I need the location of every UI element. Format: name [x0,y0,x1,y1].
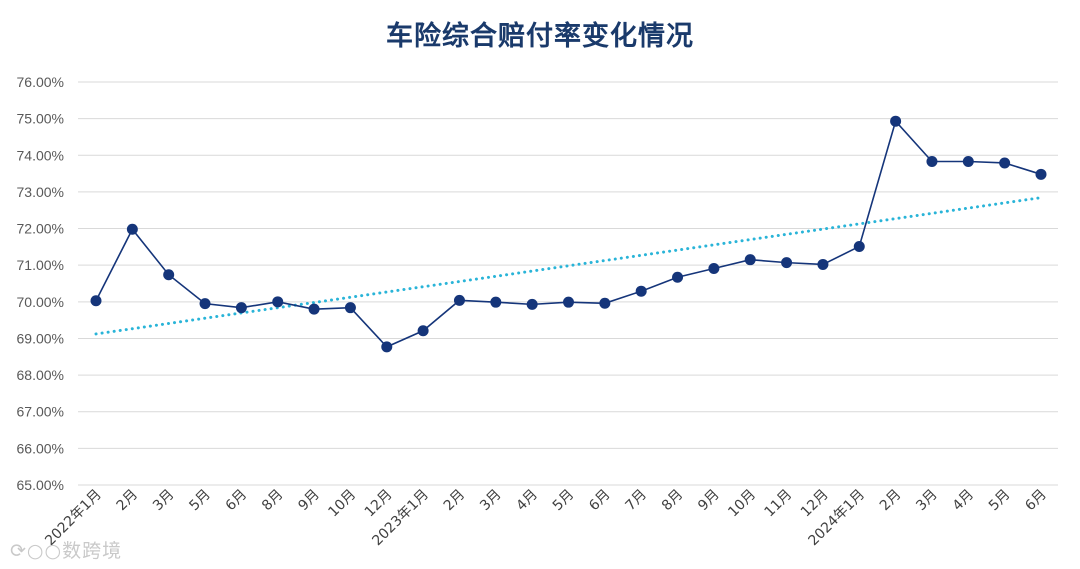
data-point [163,269,175,281]
data-point [381,341,393,353]
trendline-line [94,196,1043,336]
y-tick-label: 71.00% [17,257,64,273]
y-axis-ticks: 65.00% 66.00% 67.00% 68.00% 69.00% 70.00% 71.0… [17,74,64,493]
x-tick-label: 9月 [295,487,323,515]
data-point [962,156,974,168]
y-tick-label: 66.00% [17,440,64,456]
x-tick-label: 8月 [259,487,287,515]
data-point [563,296,574,308]
data-point [817,258,829,270]
x-tick-label: 6月 [223,487,251,515]
data-point [1035,168,1047,180]
data-point [599,297,611,309]
y-tick-label: 74.00% [17,147,64,163]
x-tick-label: 3月 [150,487,178,515]
data-point [672,271,684,283]
x-tick-label: 3月 [477,487,505,515]
x-tick-label: 2月 [441,487,469,515]
x-tick-label: 11月 [762,487,796,521]
data-point [781,257,793,269]
y-tick-label: 68.00% [17,367,64,383]
watermark-text: 数跨境 [62,540,123,562]
watermark-logo-icon: ⟳○○ [10,540,63,562]
x-tick-label: 4月 [513,487,541,515]
data-point [90,295,102,307]
data-points [90,115,1047,353]
data-point [235,302,247,314]
x-tick-label: 2月 [877,487,905,515]
x-tick-label: 4月 [950,487,978,515]
x-tick-label: 8月 [659,487,687,515]
x-tick-label: 10月 [325,487,359,521]
y-tick-label: 70.00% [17,294,64,310]
data-point [417,325,429,337]
data-point [453,294,465,306]
data-point [272,296,284,308]
x-tick-label: 9月 [695,487,723,515]
y-tick-label: 69.00% [17,330,64,346]
data-point [926,156,938,168]
data-point [999,157,1011,169]
x-tick-label: 5月 [550,487,578,515]
x-tick-label: 3月 [913,487,941,515]
data-point [344,302,356,314]
data-point [890,115,902,127]
y-tick-label: 75.00% [17,111,64,127]
trendline [94,196,1043,336]
x-tick-label: 2月 [114,487,142,515]
data-point [744,254,756,266]
y-tick-label: 65.00% [17,477,64,493]
data-point [853,240,865,252]
x-tick-label: 5月 [186,487,214,515]
y-tick-label: 67.00% [17,404,64,420]
x-tick-label: 6月 [586,487,614,515]
data-point [126,223,138,235]
chart-title: 车险综合赔付率变化情况 [386,21,694,52]
x-tick-label: 7月 [622,487,650,515]
data-point [490,296,502,308]
watermark: ⟳○○数跨境 [10,536,122,563]
y-tick-label: 72.00% [17,221,64,237]
y-tick-label: 76.00% [17,74,64,90]
y-tick-label: 73.00% [17,184,64,200]
data-point [708,262,720,274]
x-tick-label: 6月 [1022,487,1050,515]
data-point [526,298,538,310]
data-point [635,285,647,297]
gridlines [78,81,1058,486]
x-tick-label: 10月 [725,487,759,521]
data-point [199,298,211,310]
data-point [308,303,320,315]
x-tick-label: 5月 [986,487,1014,515]
